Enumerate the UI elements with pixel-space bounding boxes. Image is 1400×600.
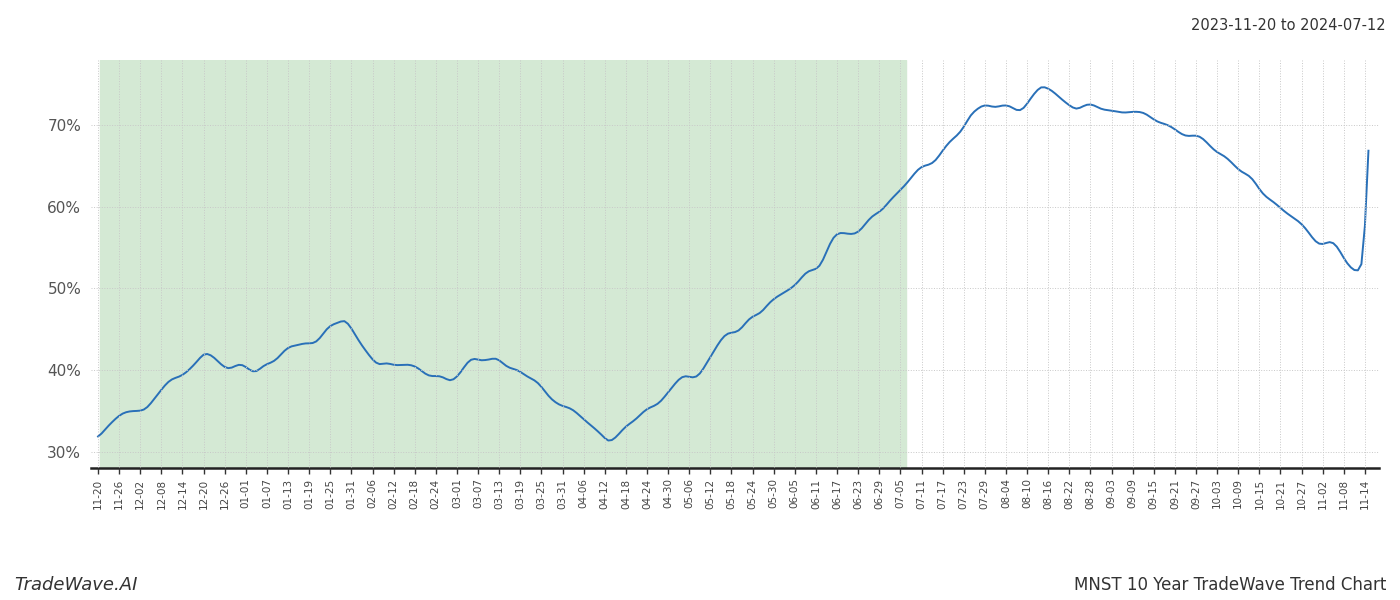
- Bar: [99, 60, 906, 468]
- Text: TradeWave.AI: TradeWave.AI: [14, 576, 137, 594]
- Text: MNST 10 Year TradeWave Trend Chart: MNST 10 Year TradeWave Trend Chart: [1074, 576, 1386, 594]
- Text: 2023-11-20 to 2024-07-12: 2023-11-20 to 2024-07-12: [1191, 18, 1386, 33]
